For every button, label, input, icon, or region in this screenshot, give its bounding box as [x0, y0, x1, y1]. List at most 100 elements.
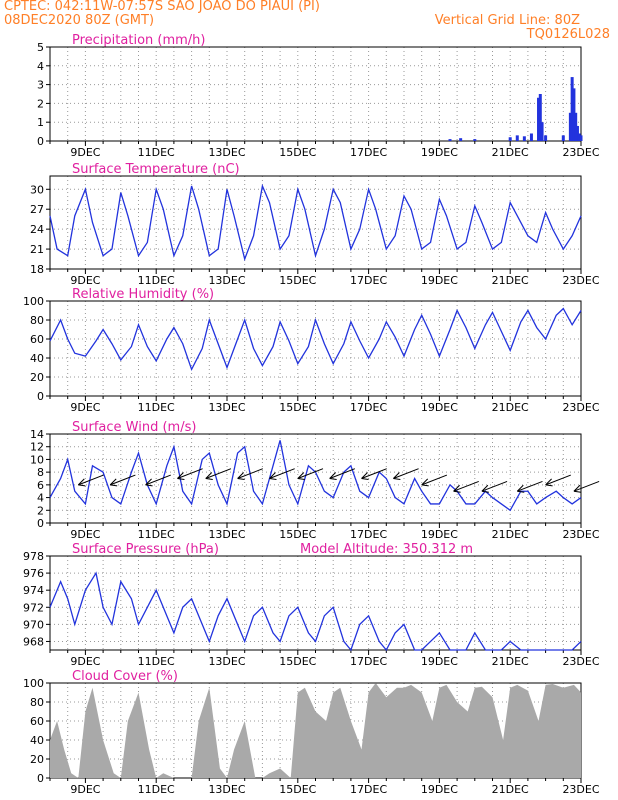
precip-bar — [568, 112, 572, 141]
x-tick-label: 11DEC — [138, 274, 175, 287]
precip-bar — [537, 97, 541, 141]
x-tick-label: 17DEC — [350, 528, 387, 541]
precip-bar — [544, 135, 548, 141]
y-tick-label: 1 — [37, 116, 44, 129]
precip-bar — [577, 133, 581, 141]
x-tick-label: 15DEC — [279, 655, 316, 668]
precip-bar — [508, 137, 512, 141]
panel-title-cloud: Cloud Cover (%) — [72, 669, 178, 684]
x-tick-label: 23DEC — [562, 528, 599, 541]
x-tick-label: 9DEC — [70, 783, 100, 796]
precip-bar — [575, 125, 579, 141]
y-tick-label: 2 — [37, 97, 44, 110]
y-tick-label: 972 — [23, 601, 44, 614]
pres-line — [49, 571, 582, 652]
y-tick-label: 0 — [37, 772, 44, 785]
y-tick-label: 970 — [23, 618, 44, 631]
wind-arrow-head — [269, 472, 277, 480]
y-tick-label: 974 — [23, 584, 44, 597]
x-tick-label: 15DEC — [279, 783, 316, 796]
x-tick-label: 17DEC — [350, 783, 387, 796]
wind-arrow-head — [481, 484, 489, 493]
wind-arrow — [361, 468, 387, 479]
precip-bar — [579, 135, 583, 141]
x-tick-label: 21DEC — [492, 401, 529, 414]
wind-arrow-head — [109, 478, 118, 487]
y-tick-label: 24 — [30, 223, 44, 236]
wind-arrow-head — [145, 478, 153, 487]
wind-arrow — [269, 468, 295, 479]
x-tick-label: 11DEC — [138, 528, 175, 541]
x-tick-label: 15DEC — [279, 146, 316, 159]
header-line1: CPTEC: 042:11W-07:57S SAO JOAO DO PIAUI … — [4, 0, 320, 14]
wind-arrow — [329, 468, 356, 479]
x-tick-label: 17DEC — [350, 146, 387, 159]
wind-arrow — [453, 480, 479, 492]
panel-frame-pres — [49, 555, 582, 651]
precip-bar — [538, 94, 542, 141]
precip-bar — [515, 135, 519, 141]
y-tick-label: 40 — [30, 734, 44, 747]
panel-title-temp: Surface Temperature (nC) — [72, 162, 240, 177]
x-tick-label: 21DEC — [492, 274, 529, 287]
wind-arrow-head — [573, 484, 581, 493]
x-tick-label: 19DEC — [421, 146, 458, 159]
x-tick-label: 21DEC — [492, 146, 529, 159]
wind-arrow — [573, 480, 600, 492]
wind-arrow-head — [177, 472, 185, 480]
y-tick-label: 10 — [30, 453, 44, 466]
y-tick-label: 80 — [30, 696, 44, 709]
x-tick-label: 19DEC — [421, 528, 458, 541]
y-tick-label: 0 — [37, 135, 44, 148]
wind-arrow-head — [453, 484, 461, 493]
x-tick-label: 11DEC — [138, 783, 175, 796]
y-tick-label: 12 — [30, 441, 44, 454]
x-tick-label: 13DEC — [208, 401, 245, 414]
panel-title-precip: Precipitation (mm/h) — [72, 33, 205, 48]
x-tick-label: 17DEC — [350, 655, 387, 668]
precip-bar — [574, 112, 578, 141]
x-tick-label: 23DEC — [562, 655, 599, 668]
panel-extra-pres: Model Altitude: 350.312 m — [300, 542, 473, 557]
x-tick-label: 19DEC — [421, 401, 458, 414]
x-tick-label: 13DEC — [208, 655, 245, 668]
x-tick-label: 9DEC — [70, 655, 100, 668]
wind-arrow-head — [545, 478, 553, 487]
x-tick-label: 23DEC — [562, 401, 599, 414]
y-tick-label: 21 — [30, 243, 44, 256]
y-tick-label: 18 — [30, 263, 44, 276]
x-tick-label: 23DEC — [562, 783, 599, 796]
wind-arrow — [177, 468, 203, 479]
wind-arrow — [393, 468, 419, 479]
x-tick-label: 15DEC — [279, 401, 316, 414]
x-tick-label: 15DEC — [279, 274, 316, 287]
precip-bar — [529, 133, 533, 141]
x-tick-label: 11DEC — [138, 655, 175, 668]
wind-arrow-head — [205, 472, 213, 480]
y-tick-label: 8 — [37, 466, 44, 479]
x-tick-label: 15DEC — [279, 528, 316, 541]
wind-arrow-head — [516, 484, 525, 493]
wind-arrow — [481, 480, 508, 492]
y-tick-label: 80 — [30, 314, 44, 327]
y-tick-label: 40 — [30, 352, 44, 365]
wind-arrow-head — [77, 478, 86, 487]
x-tick-label: 19DEC — [421, 783, 458, 796]
rh-line — [49, 307, 582, 372]
y-tick-label: 30 — [30, 183, 44, 196]
precip-bar — [459, 138, 463, 141]
y-tick-label: 100 — [23, 295, 44, 308]
y-tick-label: 0 — [37, 390, 44, 403]
wind-arrow — [297, 468, 324, 479]
x-tick-label: 9DEC — [70, 528, 100, 541]
wind-arrow — [78, 474, 104, 486]
y-tick-label: 6 — [37, 479, 44, 492]
y-tick-label: 20 — [30, 371, 44, 384]
x-tick-label: 19DEC — [421, 274, 458, 287]
x-tick-label: 17DEC — [350, 401, 387, 414]
y-tick-label: 978 — [23, 550, 44, 563]
x-tick-label: 9DEC — [70, 146, 100, 159]
wind-arrow-head — [297, 472, 305, 480]
y-tick-label: 60 — [30, 715, 44, 728]
wind-arrow-head — [361, 472, 369, 480]
